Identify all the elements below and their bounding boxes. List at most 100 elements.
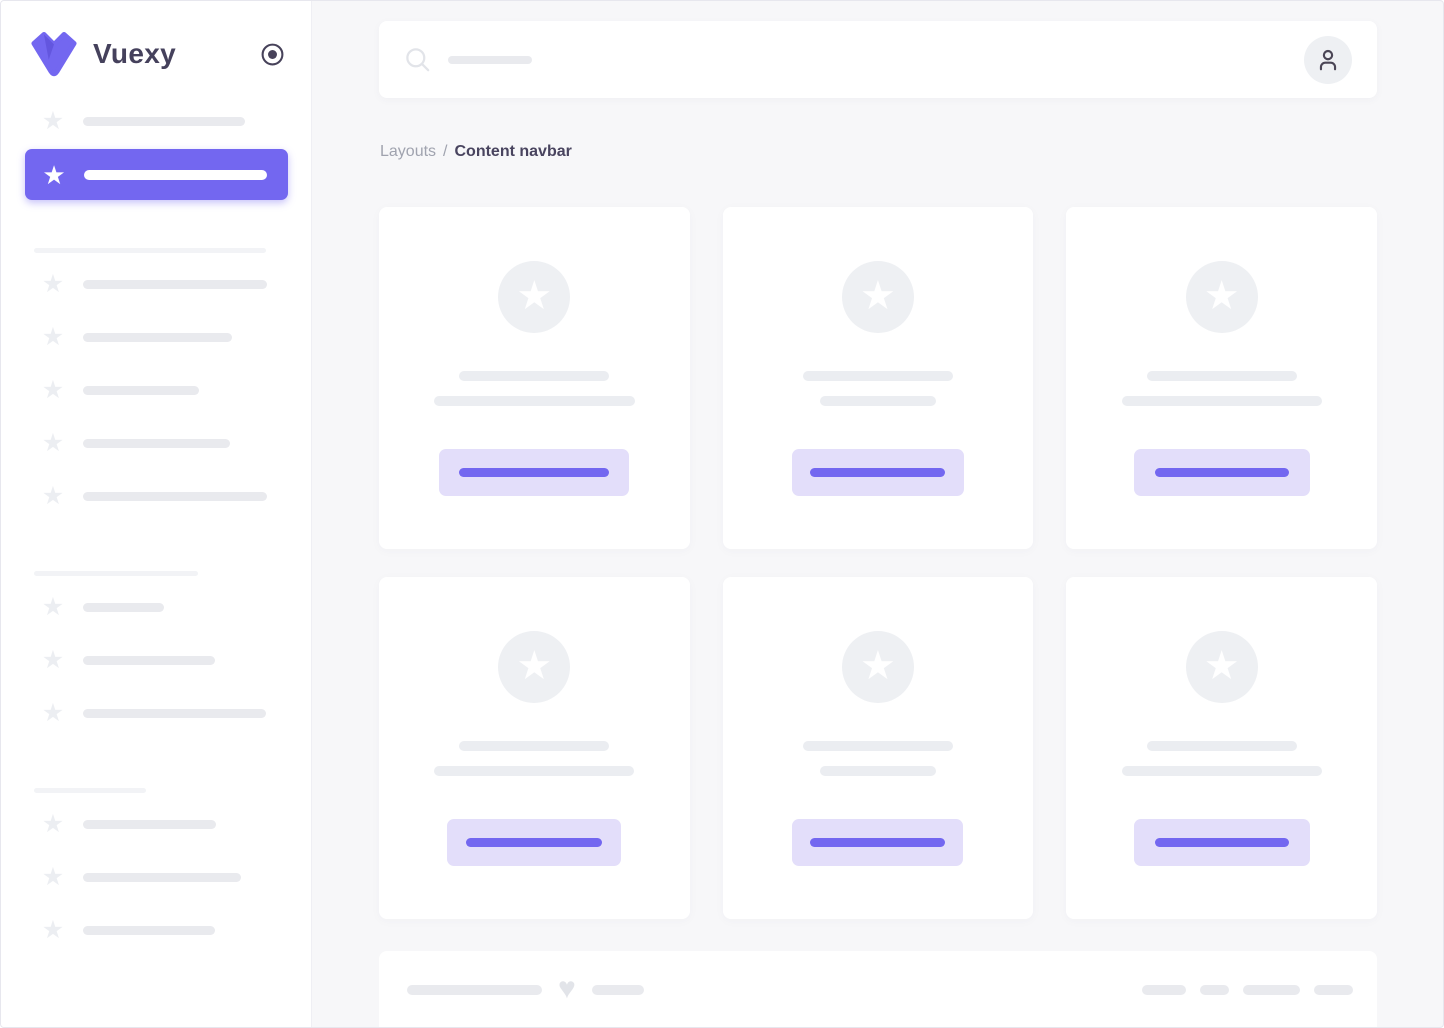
search-input-placeholder-skeleton[interactable] xyxy=(448,55,532,64)
card-subtitle-skeleton xyxy=(433,396,635,406)
placeholder-card: ★ xyxy=(722,577,1034,919)
star-icon: ★ xyxy=(41,916,65,944)
card-subtitle-skeleton xyxy=(819,396,936,406)
footer-text-skeleton xyxy=(407,985,542,995)
card-button[interactable] xyxy=(792,819,964,866)
person-icon xyxy=(1315,47,1341,73)
sidebar-item-skeleton[interactable]: ★ xyxy=(1,417,311,470)
card-avatar: ★ xyxy=(841,631,914,703)
footer-link-skeleton xyxy=(1243,985,1300,995)
card-title-skeleton xyxy=(802,371,953,381)
breadcrumb-current: Content navbar xyxy=(454,143,572,160)
star-icon: ★ xyxy=(41,107,65,135)
menu-item-label-skeleton xyxy=(83,820,216,829)
menu-item-label-skeleton xyxy=(83,873,241,882)
card-avatar: ★ xyxy=(498,261,571,333)
star-icon: ★ xyxy=(516,273,553,318)
sidebar-item-active[interactable]: ★ xyxy=(25,149,288,200)
sidebar-item-skeleton[interactable]: ★ xyxy=(1,311,311,364)
vuexy-logo-icon xyxy=(29,31,79,77)
card-title-skeleton xyxy=(459,741,610,751)
brand: Vuexy xyxy=(1,1,311,77)
card-avatar: ★ xyxy=(498,631,571,703)
star-icon: ★ xyxy=(41,323,65,351)
star-icon: ★ xyxy=(516,643,553,688)
card-title-skeleton xyxy=(459,371,610,381)
menu-section-header-skeleton xyxy=(34,248,266,253)
footer-text-skeleton xyxy=(591,985,644,995)
card-subtitle-skeleton xyxy=(1121,396,1322,406)
user-avatar[interactable] xyxy=(1304,35,1352,84)
card-button[interactable] xyxy=(1133,819,1310,866)
sidebar: Vuexy ★ ★ ★ ★ ★ ★ ★ ★ ★ ★ ★ ★ ★ xyxy=(1,1,312,1027)
brand-name: Vuexy xyxy=(93,38,176,69)
footer-link-skeleton xyxy=(1314,985,1353,995)
card-button[interactable] xyxy=(1133,449,1310,496)
top-navbar xyxy=(379,21,1377,98)
star-icon: ★ xyxy=(860,643,896,688)
star-icon: ★ xyxy=(41,646,65,674)
star-icon: ★ xyxy=(42,159,66,190)
card-avatar: ★ xyxy=(841,261,914,333)
placeholder-card: ★ xyxy=(379,577,690,919)
sidebar-item-skeleton[interactable]: ★ xyxy=(1,904,311,957)
menu-item-label-skeleton xyxy=(83,439,230,448)
sidebar-item-skeleton[interactable]: ★ xyxy=(1,581,311,634)
sidebar-item-skeleton[interactable]: ★ xyxy=(1,470,311,523)
menu-item-label-skeleton xyxy=(83,280,267,289)
sidebar-item-skeleton[interactable]: ★ xyxy=(1,364,311,417)
footer-link-skeleton xyxy=(1142,985,1186,995)
placeholder-card: ★ xyxy=(1066,207,1377,549)
footer-left: ♥ xyxy=(407,972,644,1005)
menu-item-label-skeleton xyxy=(83,117,245,126)
sidebar-item-skeleton[interactable]: ★ xyxy=(1,687,311,740)
menu-item-label-skeleton xyxy=(83,492,267,501)
star-icon: ★ xyxy=(1203,643,1240,688)
card-subtitle-skeleton xyxy=(1121,766,1322,776)
placeholder-card: ★ xyxy=(1066,577,1377,919)
placeholder-card: ★ xyxy=(379,207,690,549)
star-icon: ★ xyxy=(41,376,65,404)
menu-item-label-skeleton xyxy=(83,333,232,342)
sidebar-item-skeleton[interactable]: ★ xyxy=(1,258,311,311)
footer-link-skeleton xyxy=(1200,985,1229,995)
sidebar-item-skeleton[interactable]: ★ xyxy=(1,95,311,148)
star-icon: ★ xyxy=(41,699,65,727)
footer-links xyxy=(1142,985,1353,995)
star-icon: ★ xyxy=(41,593,65,621)
menu-pin-toggle-icon[interactable] xyxy=(260,42,285,67)
menu-item-label-skeleton xyxy=(83,386,199,395)
main-content: Layouts / Content navbar ★ ★ ★ ★ ★ ★ ♥ xyxy=(312,1,1443,1027)
sidebar-item-skeleton[interactable]: ★ xyxy=(1,634,311,687)
search-icon[interactable] xyxy=(404,46,431,73)
card-button[interactable] xyxy=(447,819,622,866)
card-button-label-skeleton xyxy=(466,838,603,847)
breadcrumb: Layouts / Content navbar xyxy=(380,141,1377,163)
menu-section-header-skeleton xyxy=(34,788,146,793)
heart-icon: ♥ xyxy=(558,972,576,1005)
star-icon: ★ xyxy=(860,273,896,318)
card-button[interactable] xyxy=(791,449,964,496)
card-subtitle-skeleton xyxy=(819,766,936,776)
menu-item-label-skeleton xyxy=(84,169,267,180)
card-button-label-skeleton xyxy=(1154,838,1289,847)
card-button[interactable] xyxy=(439,449,630,496)
menu-item-label-skeleton xyxy=(83,656,215,665)
star-icon: ★ xyxy=(1203,273,1240,318)
cards-grid: ★ ★ ★ ★ ★ ★ xyxy=(379,207,1377,919)
footer: ♥ xyxy=(379,951,1377,1027)
card-title-skeleton xyxy=(1146,741,1297,751)
star-icon: ★ xyxy=(41,863,65,891)
card-title-skeleton xyxy=(802,741,953,751)
star-icon: ★ xyxy=(41,429,65,457)
card-button-label-skeleton xyxy=(810,468,946,477)
card-button-label-skeleton xyxy=(1154,468,1289,477)
sidebar-item-skeleton[interactable]: ★ xyxy=(1,851,311,904)
sidebar-item-skeleton[interactable]: ★ xyxy=(1,798,311,851)
placeholder-card: ★ xyxy=(722,207,1034,549)
breadcrumb-parent[interactable]: Layouts xyxy=(380,143,437,160)
card-button-label-skeleton xyxy=(459,468,610,477)
menu-item-label-skeleton xyxy=(83,926,215,935)
star-icon: ★ xyxy=(41,482,65,510)
